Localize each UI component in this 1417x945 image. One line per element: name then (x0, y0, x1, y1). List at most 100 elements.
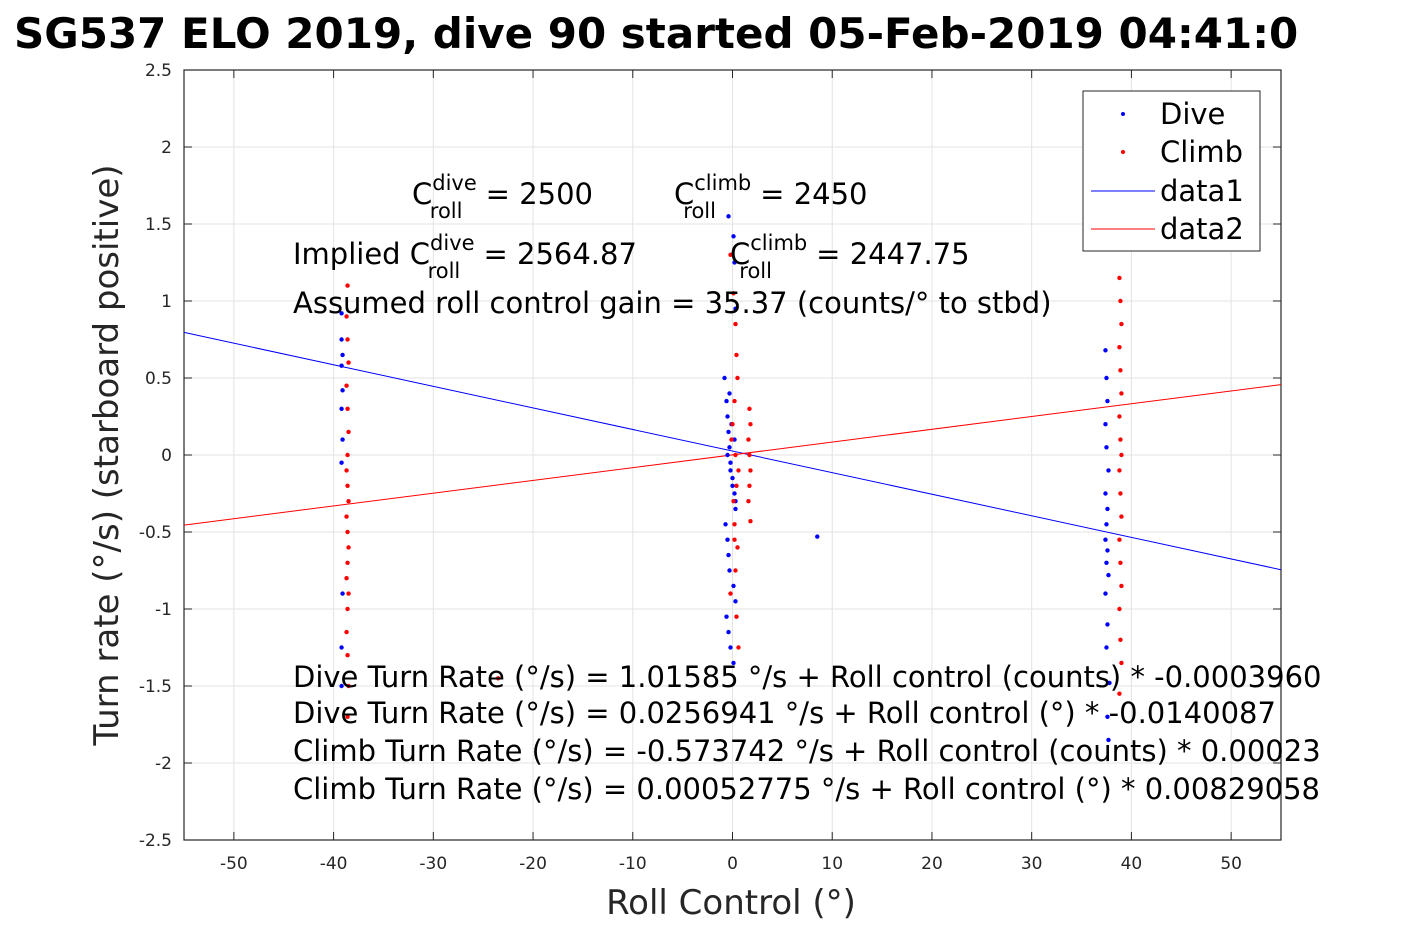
point-climb (733, 568, 738, 573)
point-dive (815, 534, 820, 539)
point-dive (727, 391, 732, 396)
fit-line-data2 (183, 384, 1282, 526)
y-tick-label: 2 (161, 138, 172, 158)
point-climb (1119, 391, 1124, 396)
point-climb (733, 321, 738, 327)
point-climb (746, 499, 751, 504)
point-climb (345, 529, 350, 535)
point-climb (1117, 468, 1122, 473)
point-climb (345, 452, 350, 458)
point-dive (732, 491, 737, 496)
y-tick-label: 0.5 (145, 369, 172, 389)
point-climb (1119, 321, 1124, 327)
legend-dive-label: Dive (1160, 97, 1225, 131)
point-dive (1104, 375, 1109, 381)
x-axis-label: Roll Control (°) (606, 883, 856, 923)
point-dive (725, 452, 730, 458)
point-climb (1118, 368, 1123, 373)
point-climb (346, 429, 351, 435)
point-climb (1118, 491, 1123, 496)
point-dive (730, 483, 735, 488)
legend-data1-label: data1 (1160, 174, 1244, 208)
point-climb (746, 437, 751, 442)
equation-1: Dive Turn Rate (°/s) = 1.01585 °/s + Rol… (293, 660, 1321, 694)
point-climb (1118, 560, 1123, 565)
point-climb (1119, 514, 1124, 519)
point-climb (735, 545, 740, 550)
point-climb (346, 499, 351, 504)
fit-lines (183, 331, 1282, 571)
point-dive (339, 460, 344, 465)
point-climb (734, 614, 739, 619)
point-dive (1105, 548, 1110, 553)
point-climb (747, 483, 752, 488)
point-dive (723, 522, 728, 527)
climb-c-roll: Cclimb roll = 2450 (674, 171, 868, 223)
roll-gain: Assumed roll control gain = 35.37 (count… (293, 286, 1052, 320)
point-climb (346, 683, 351, 689)
point-climb (346, 360, 351, 365)
legend-box (1082, 90, 1261, 252)
dive-c-roll: Cdive roll = 2500 (412, 171, 593, 223)
point-climb (345, 283, 350, 288)
equation-3: Climb Turn Rate (°/s) = -0.573742 °/s + … (293, 734, 1321, 768)
point-climb (729, 437, 734, 442)
x-tick-label: 50 (1220, 854, 1242, 874)
point-dive (733, 506, 738, 512)
point-dive (733, 306, 738, 311)
y-tick-label: -0.5 (139, 523, 172, 543)
point-dive (731, 234, 736, 239)
point-climb (345, 406, 350, 411)
x-tick-label: -10 (619, 854, 647, 874)
point-climb (344, 576, 349, 581)
point-climb (748, 468, 753, 473)
point-dive (726, 552, 731, 558)
point-climb (728, 591, 733, 596)
y-tick-label: 0 (161, 446, 172, 466)
point-climb (1118, 437, 1123, 442)
point-climb (344, 383, 349, 388)
point-dive (1105, 622, 1110, 627)
point-climb (345, 337, 350, 342)
x-tick-label: 0 (727, 854, 738, 874)
point-climb (732, 537, 737, 542)
point-climb (344, 468, 349, 473)
point-climb (747, 406, 752, 411)
point-dive (339, 311, 344, 316)
point-climb (732, 522, 737, 527)
point-climb (1119, 452, 1124, 458)
y-tick-label: -2 (155, 754, 172, 774)
point-climb (728, 252, 733, 257)
point-dive (340, 352, 345, 358)
y-tick-label: 1 (161, 292, 172, 312)
point-climb (344, 314, 349, 319)
point-climb (748, 422, 753, 427)
point-climb (1117, 414, 1122, 419)
point-dive (1104, 560, 1109, 565)
x-tick-label: 30 (1021, 854, 1043, 874)
fit-line-data1 (183, 331, 1282, 571)
point-dive (731, 583, 736, 589)
point-dive (731, 660, 736, 666)
point-dive (340, 437, 345, 442)
point-dive (725, 414, 730, 419)
point-climb (733, 452, 738, 458)
point-dive (732, 260, 737, 265)
point-climb (344, 514, 349, 519)
equation-2: Dive Turn Rate (°/s) = 0.0256941 °/s + R… (293, 696, 1276, 730)
y-tick-label: -1.5 (139, 677, 172, 697)
point-climb (1119, 583, 1124, 589)
point-climb (1117, 606, 1122, 612)
y-tick-label: -2.5 (139, 831, 172, 851)
point-dive (339, 363, 344, 368)
y-axis-label: Turn rate (°/s) (starboard positive) (87, 164, 127, 746)
point-dive (725, 537, 730, 542)
point-climb (345, 714, 350, 719)
point-climb (736, 468, 741, 473)
point-climb (748, 519, 753, 524)
point-dive (1103, 537, 1108, 542)
point-dive (728, 645, 733, 650)
point-climb (1117, 537, 1122, 542)
x-tick-label: 10 (821, 854, 843, 874)
point-dive (339, 645, 344, 650)
